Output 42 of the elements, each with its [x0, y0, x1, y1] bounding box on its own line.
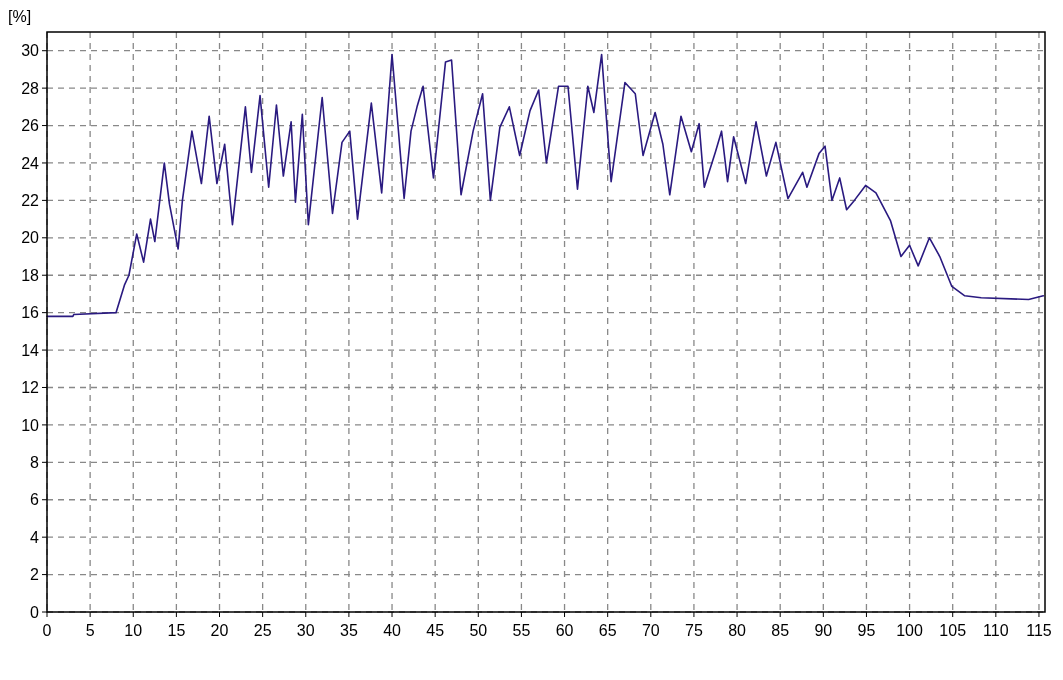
x-tick-label: 40: [383, 622, 402, 639]
x-tick-label: 25: [253, 622, 272, 639]
x-tick-label: 90: [814, 622, 833, 639]
y-tick-label: 2: [30, 566, 40, 584]
x-tick-label: 115: [1026, 622, 1052, 639]
y-tick-label: 0: [30, 603, 40, 621]
x-tick-label: 80: [728, 622, 747, 639]
y-tick-label: 30: [21, 42, 40, 60]
y-tick-label: 4: [30, 528, 40, 546]
y-tick-label: 18: [21, 266, 40, 284]
x-tick-label: 50: [469, 622, 488, 639]
x-tick-label: 110: [983, 622, 1009, 639]
y-tick-label: 10: [21, 416, 40, 434]
x-tick-label: 105: [939, 622, 967, 639]
x-tick-label: 15: [167, 622, 186, 639]
x-tick-label: 55: [512, 622, 531, 639]
y-tick-label: 14: [21, 341, 40, 359]
x-tick-label: 70: [641, 622, 660, 639]
y-tick-label: 22: [21, 191, 40, 209]
x-tick-label: 60: [555, 622, 574, 639]
x-tick-label: 65: [598, 622, 617, 639]
y-tick-label: 28: [21, 79, 40, 97]
x-tick-label: 20: [210, 622, 229, 639]
y-tick-label: 8: [30, 453, 40, 471]
x-tick-label: 45: [426, 622, 445, 639]
y-axis-title: [%]: [8, 8, 32, 25]
x-tick-label: 95: [857, 622, 876, 639]
x-tick-label: 35: [340, 622, 358, 639]
y-tick-label: 16: [21, 304, 40, 322]
x-tick-label: 0: [42, 622, 52, 639]
y-tick-label: 6: [30, 491, 40, 509]
x-tick-label: 100: [896, 622, 924, 639]
x-tick-label: 10: [124, 622, 143, 639]
x-tick-label: 30: [296, 622, 315, 639]
y-tick-label: 12: [21, 379, 40, 397]
x-tick-label: 75: [685, 622, 703, 639]
y-tick-label: 26: [21, 117, 40, 135]
y-tick-label: 24: [21, 154, 40, 172]
x-tick-label: 5: [85, 622, 95, 639]
y-tick-label: 20: [21, 229, 40, 247]
x-tick-label: 85: [771, 622, 790, 639]
line-series: [46, 53, 1045, 318]
